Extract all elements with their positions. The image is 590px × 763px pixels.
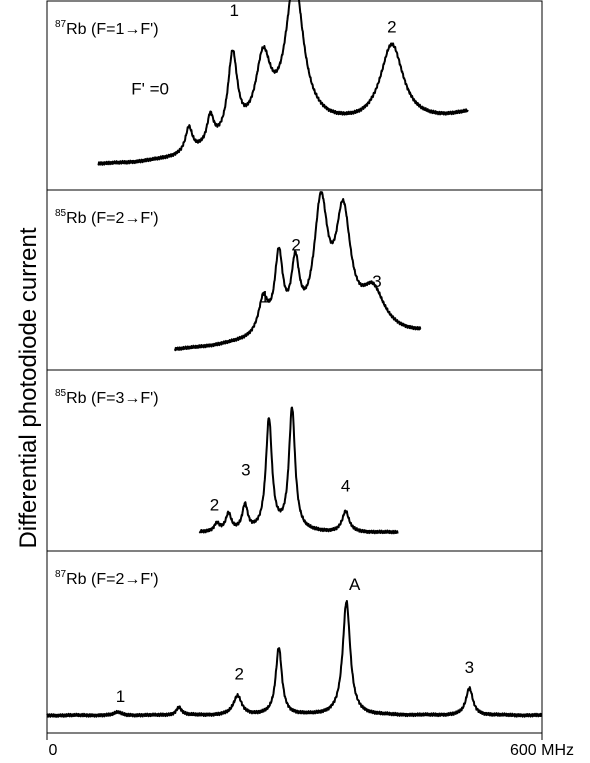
peak-label: 3 bbox=[241, 460, 250, 479]
spectrum-panel-4: 87Rb (F=2→F') 1 2 A 3 bbox=[46, 550, 543, 734]
spectrum-panel-3: 85Rb (F=3→F') 2 3 4 bbox=[46, 369, 543, 552]
panel-title-transition: Rb (F=2→F') bbox=[66, 210, 158, 227]
peak-label: 3 bbox=[465, 658, 474, 677]
spectrum-line bbox=[198, 406, 399, 535]
x-axis-ticks: 0 600 MHz bbox=[46, 733, 574, 759]
peak-label: 1 bbox=[116, 687, 125, 706]
peak-label: 3 bbox=[372, 272, 381, 291]
peak-label: F' =0 bbox=[131, 80, 169, 99]
peak-label: 1 bbox=[260, 288, 269, 307]
peak-label: 2 bbox=[291, 236, 300, 255]
panel-title: 87Rb (F=2→F') bbox=[55, 569, 159, 588]
peak-label: A bbox=[349, 575, 361, 594]
y-axis-label: Differential photodiode current bbox=[15, 227, 42, 548]
panel-title-isotope: 85 bbox=[55, 388, 67, 399]
peak-label: 2 bbox=[387, 18, 396, 37]
panel-title-isotope: 87 bbox=[55, 569, 67, 580]
spectrum-line bbox=[97, 0, 469, 166]
panel-title: 85Rb (F=3→F') bbox=[55, 388, 159, 407]
peak-label: 2 bbox=[234, 664, 243, 683]
spectrum-line bbox=[173, 191, 422, 352]
peak-label: 1 bbox=[230, 1, 239, 20]
panel-title-transition: Rb (F=3→F') bbox=[66, 390, 158, 407]
panel-title-isotope: 85 bbox=[55, 208, 67, 219]
spectrum-panel-2: 85Rb (F=2→F') 1 2 3 bbox=[46, 189, 543, 371]
peak-label: 4 bbox=[341, 476, 350, 495]
peak-label: 2 bbox=[210, 495, 219, 514]
x-tick-label: 600 MHz bbox=[510, 742, 574, 759]
panel-title: 85Rb (F=2→F') bbox=[55, 208, 159, 227]
panel-frame bbox=[46, 550, 543, 734]
panel-title: 87Rb (F=1→F') bbox=[55, 19, 159, 38]
panel-title-transition: Rb (F=1→F') bbox=[66, 21, 158, 38]
spectrum-line bbox=[46, 600, 543, 718]
x-tick-label: 0 bbox=[49, 742, 58, 759]
panel-title-transition: Rb (F=2→F') bbox=[66, 571, 158, 588]
panel-title-isotope: 87 bbox=[55, 19, 67, 30]
spectrum-panel-1: 87Rb (F=1→F') F' =0 1 2 bbox=[46, 0, 543, 191]
